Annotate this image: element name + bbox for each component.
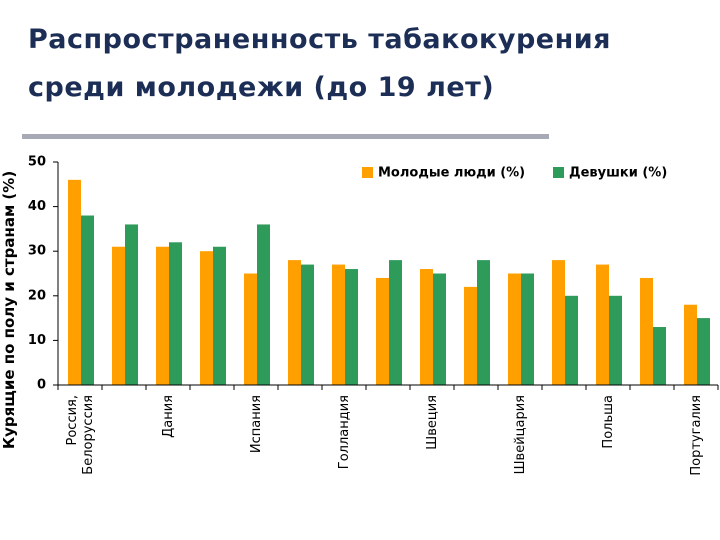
axes	[57, 162, 719, 390]
bar-series-2	[81, 215, 94, 385]
bar-series-2	[653, 327, 666, 385]
x-tick-label: Португалия	[689, 395, 704, 476]
x-tick-label: Швеция	[425, 395, 440, 450]
bar-series-2	[565, 295, 578, 385]
legend-label-series-2: Девушки (%)	[569, 166, 667, 181]
bar-series-1	[464, 286, 477, 385]
bar-series-2	[521, 273, 534, 385]
bar-series-2	[301, 264, 314, 385]
bar-series-1	[596, 264, 609, 385]
y-tick-label: 30	[28, 244, 46, 259]
x-tick-label: Дания	[161, 395, 176, 438]
legend-swatch-series-2	[553, 167, 564, 178]
bar-series-1	[332, 264, 345, 385]
bar-series-1	[244, 273, 257, 385]
bar-chart: Курящие по полу и странам (%) 0 10 20 30 40 5…	[0, 155, 719, 476]
bar-series-2	[257, 224, 270, 385]
chart-title-line-1: Распространенность табакокурения	[28, 24, 611, 55]
y-tick-label: 50	[28, 155, 46, 170]
bar-series-1	[112, 246, 125, 385]
x-tick-label: Испания	[249, 395, 264, 453]
x-tick-label: Россия,Белоруссия	[65, 395, 96, 475]
x-tick-label: Голландия	[337, 395, 352, 469]
bar-series-2	[213, 246, 226, 385]
bar-series-1	[288, 260, 301, 385]
chart-title-line-2: среди молодежи (до 19 лет)	[28, 72, 495, 103]
bar-series-1	[684, 304, 697, 385]
bar-series-2	[697, 318, 710, 385]
bar-series-2	[345, 269, 358, 385]
bar-series-2	[389, 260, 402, 385]
bar-series-1	[200, 251, 213, 385]
y-tick-label: 10	[28, 333, 46, 348]
bar-series-1	[508, 273, 521, 385]
x-tick-label: Швейцария	[513, 395, 528, 474]
bar-series-1	[156, 246, 169, 385]
bar-series-2	[169, 242, 182, 385]
y-axis-ticks: 0 10 20 30 40 50	[28, 155, 58, 393]
bar-series-2	[477, 260, 490, 385]
bar-series-1	[552, 260, 565, 385]
bar-series-1	[376, 277, 389, 385]
y-tick-label: 40	[28, 199, 46, 214]
bars	[68, 179, 710, 385]
bar-series-1	[640, 277, 653, 385]
bar-series-2	[609, 295, 622, 385]
x-axis-labels: Россия,Белоруссия Дания Испания Голландия Шв…	[65, 395, 704, 476]
bar-series-2	[125, 224, 138, 385]
legend-label-series-1: Молодые люди (%)	[378, 166, 525, 181]
x-tick-label: Польша	[601, 395, 616, 449]
bar-series-2	[433, 273, 446, 385]
y-tick-label: 0	[37, 378, 46, 393]
title-divider	[22, 134, 549, 139]
legend: Молодые люди (%) Девушки (%)	[362, 166, 667, 181]
legend-swatch-series-1	[362, 167, 373, 178]
y-tick-label: 20	[28, 288, 46, 303]
bar-series-1	[68, 179, 81, 385]
y-axis-title: Курящие по полу и странам (%)	[0, 171, 18, 449]
bar-series-1	[420, 269, 433, 385]
y-axis-label-group: Курящие по полу и странам (%)	[0, 171, 18, 449]
